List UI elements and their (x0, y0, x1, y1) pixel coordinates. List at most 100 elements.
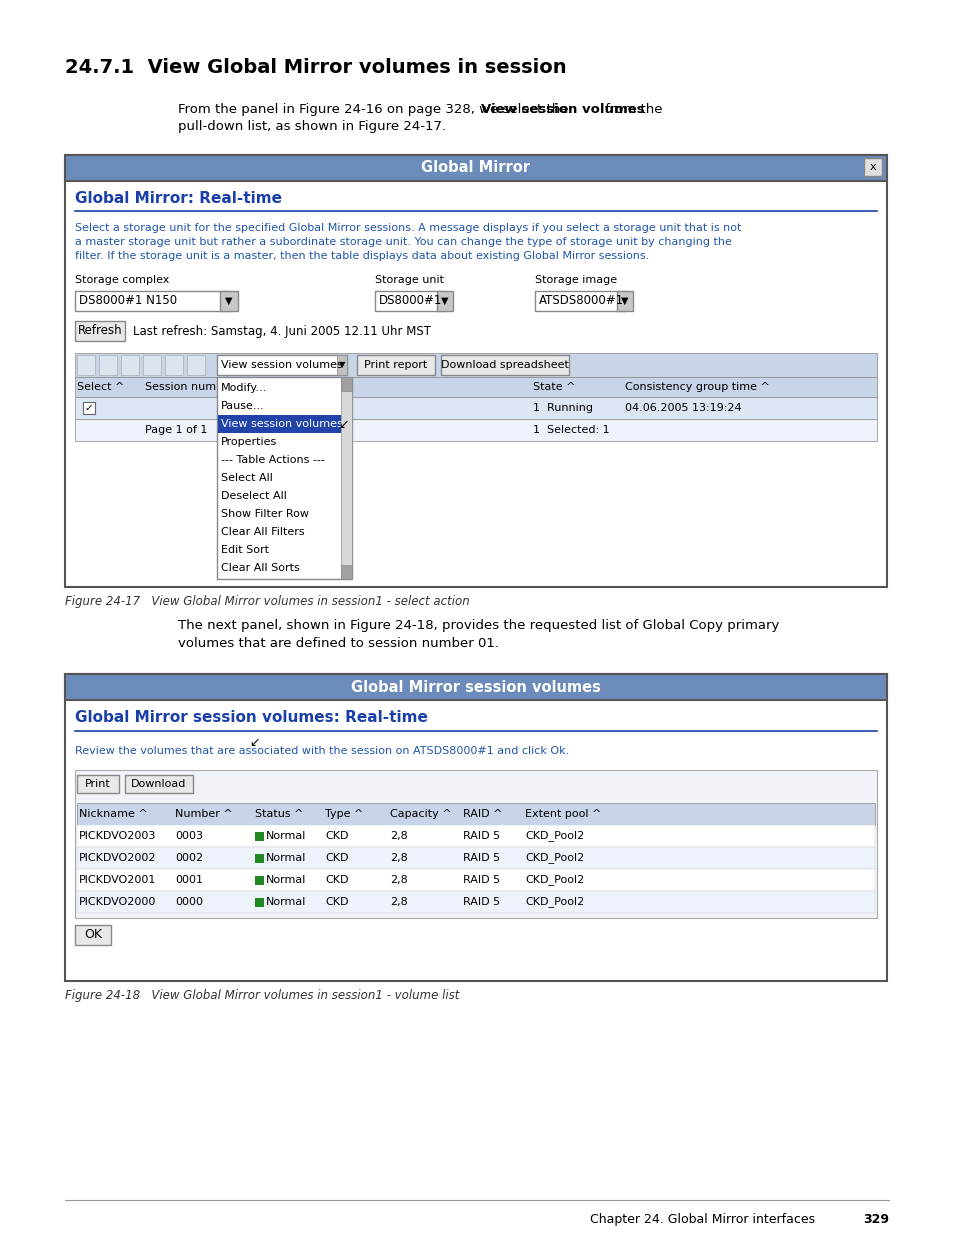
Text: Refresh: Refresh (77, 325, 122, 337)
Text: 329: 329 (862, 1213, 888, 1226)
Text: Status ^: Status ^ (254, 809, 303, 819)
Text: RAID 5: RAID 5 (462, 853, 499, 863)
FancyBboxPatch shape (75, 925, 111, 945)
Text: Properties: Properties (221, 437, 277, 447)
Text: Select ^: Select ^ (77, 382, 124, 391)
FancyBboxPatch shape (75, 769, 876, 918)
Text: Global Mirror: Real-time: Global Mirror: Real-time (75, 191, 282, 206)
Text: Review the volumes that are associated with the session on ATSDS8000#1 and click: Review the volumes that are associated w… (75, 746, 569, 756)
Text: CKD_Pool2: CKD_Pool2 (524, 831, 583, 841)
FancyBboxPatch shape (254, 832, 264, 841)
Text: 2,8: 2,8 (390, 831, 407, 841)
Text: Storage image: Storage image (535, 275, 617, 285)
Text: 0003: 0003 (174, 831, 203, 841)
FancyBboxPatch shape (75, 396, 876, 419)
Text: 1  Selected: 1: 1 Selected: 1 (533, 425, 609, 435)
FancyBboxPatch shape (77, 869, 874, 890)
Text: ▼: ▼ (441, 296, 448, 306)
Text: Deselect All: Deselect All (221, 492, 287, 501)
Text: State ^: State ^ (533, 382, 575, 391)
Text: PlCKDVO2000: PlCKDVO2000 (79, 897, 156, 906)
Text: ↙: ↙ (250, 736, 260, 748)
Text: Normal: Normal (266, 876, 306, 885)
FancyBboxPatch shape (254, 898, 264, 906)
Text: Global Mirror: Global Mirror (421, 161, 530, 175)
FancyBboxPatch shape (99, 354, 117, 375)
Text: DS8000#1 N150: DS8000#1 N150 (79, 294, 177, 308)
Text: Print report: Print report (364, 359, 427, 370)
Text: ▼: ▼ (620, 296, 628, 306)
FancyBboxPatch shape (356, 354, 435, 375)
Text: Figure 24-17   View Global Mirror volumes in session1 - select action: Figure 24-17 View Global Mirror volumes … (65, 595, 469, 608)
Text: filter. If the storage unit is a master, then the table displays data about exis: filter. If the storage unit is a master,… (75, 251, 649, 261)
Text: CKD_Pool2: CKD_Pool2 (524, 874, 583, 885)
Text: Figure 24-18   View Global Mirror volumes in session1 - volume list: Figure 24-18 View Global Mirror volumes … (65, 989, 459, 1002)
Text: Last refresh: Samstag, 4. Juni 2005 12.11 Uhr MST: Last refresh: Samstag, 4. Juni 2005 12.1… (132, 325, 431, 337)
Text: Number ^: Number ^ (174, 809, 233, 819)
Text: Pause...: Pause... (221, 401, 265, 411)
Text: Type ^: Type ^ (325, 809, 363, 819)
Text: Consistency group time ^: Consistency group time ^ (624, 382, 769, 391)
FancyBboxPatch shape (77, 803, 874, 825)
FancyBboxPatch shape (75, 419, 876, 441)
FancyBboxPatch shape (254, 853, 264, 863)
Text: 24.7.1  View Global Mirror volumes in session: 24.7.1 View Global Mirror volumes in ses… (65, 58, 566, 77)
Text: CKD_Pool2: CKD_Pool2 (524, 897, 583, 908)
Text: 0000: 0000 (174, 897, 203, 906)
Text: DS8000#1: DS8000#1 (378, 294, 442, 308)
Text: Global Mirror session volumes: Real-time: Global Mirror session volumes: Real-time (75, 710, 428, 725)
Text: x: x (869, 162, 876, 172)
Text: Extent pool ^: Extent pool ^ (524, 809, 600, 819)
FancyBboxPatch shape (75, 291, 230, 311)
FancyBboxPatch shape (77, 354, 95, 375)
Text: Select a storage unit for the specified Global Mirror sessions. A message displa: Select a storage unit for the specified … (75, 224, 740, 233)
FancyBboxPatch shape (143, 354, 161, 375)
Text: Normal: Normal (266, 853, 306, 863)
Text: View session volumes: View session volumes (480, 103, 643, 116)
FancyBboxPatch shape (254, 876, 264, 885)
Text: RAID 5: RAID 5 (462, 876, 499, 885)
FancyBboxPatch shape (65, 156, 886, 587)
Text: Capacity ^: Capacity ^ (390, 809, 451, 819)
FancyBboxPatch shape (75, 377, 876, 396)
Text: 1  Running: 1 Running (533, 403, 593, 412)
Text: CKD: CKD (325, 897, 348, 906)
FancyBboxPatch shape (216, 377, 352, 579)
FancyBboxPatch shape (77, 847, 874, 869)
Text: CKD_Pool2: CKD_Pool2 (524, 852, 583, 863)
Text: from the: from the (600, 103, 661, 116)
FancyBboxPatch shape (863, 158, 882, 177)
FancyBboxPatch shape (440, 354, 568, 375)
Text: a master storage unit but rather a subordinate storage unit. You can change the : a master storage unit but rather a subor… (75, 237, 731, 247)
Text: Storage unit: Storage unit (375, 275, 443, 285)
Text: Normal: Normal (266, 831, 306, 841)
FancyBboxPatch shape (75, 353, 876, 377)
Text: Global Mirror session volumes: Global Mirror session volumes (351, 679, 600, 694)
Text: RAID 5: RAID 5 (462, 897, 499, 906)
Text: Clear All Filters: Clear All Filters (221, 527, 304, 537)
Text: Session number: Session number (145, 382, 234, 391)
Text: CKD: CKD (325, 853, 348, 863)
Text: Modify...: Modify... (221, 383, 267, 393)
Text: Download: Download (132, 779, 187, 789)
FancyBboxPatch shape (340, 377, 352, 391)
FancyBboxPatch shape (340, 564, 352, 579)
Text: CKD: CKD (325, 876, 348, 885)
Text: RAID ^: RAID ^ (462, 809, 502, 819)
Text: 2,8: 2,8 (390, 897, 407, 906)
FancyBboxPatch shape (216, 354, 347, 375)
Text: CKD: CKD (325, 831, 348, 841)
Text: Show Filter Row: Show Filter Row (221, 509, 309, 519)
FancyBboxPatch shape (187, 354, 205, 375)
FancyBboxPatch shape (375, 291, 444, 311)
Text: pull-down list, as shown in Figure 24-17.: pull-down list, as shown in Figure 24-17… (178, 120, 446, 133)
Text: The next panel, shown in Figure 24-18, provides the requested list of Global Cop: The next panel, shown in Figure 24-18, p… (178, 619, 779, 632)
FancyBboxPatch shape (83, 403, 95, 414)
FancyBboxPatch shape (617, 291, 633, 311)
FancyBboxPatch shape (65, 674, 886, 981)
Text: 2,8: 2,8 (390, 853, 407, 863)
FancyBboxPatch shape (340, 377, 352, 579)
Text: ▼: ▼ (338, 361, 345, 369)
Text: ✓: ✓ (84, 403, 92, 412)
FancyBboxPatch shape (75, 321, 125, 341)
